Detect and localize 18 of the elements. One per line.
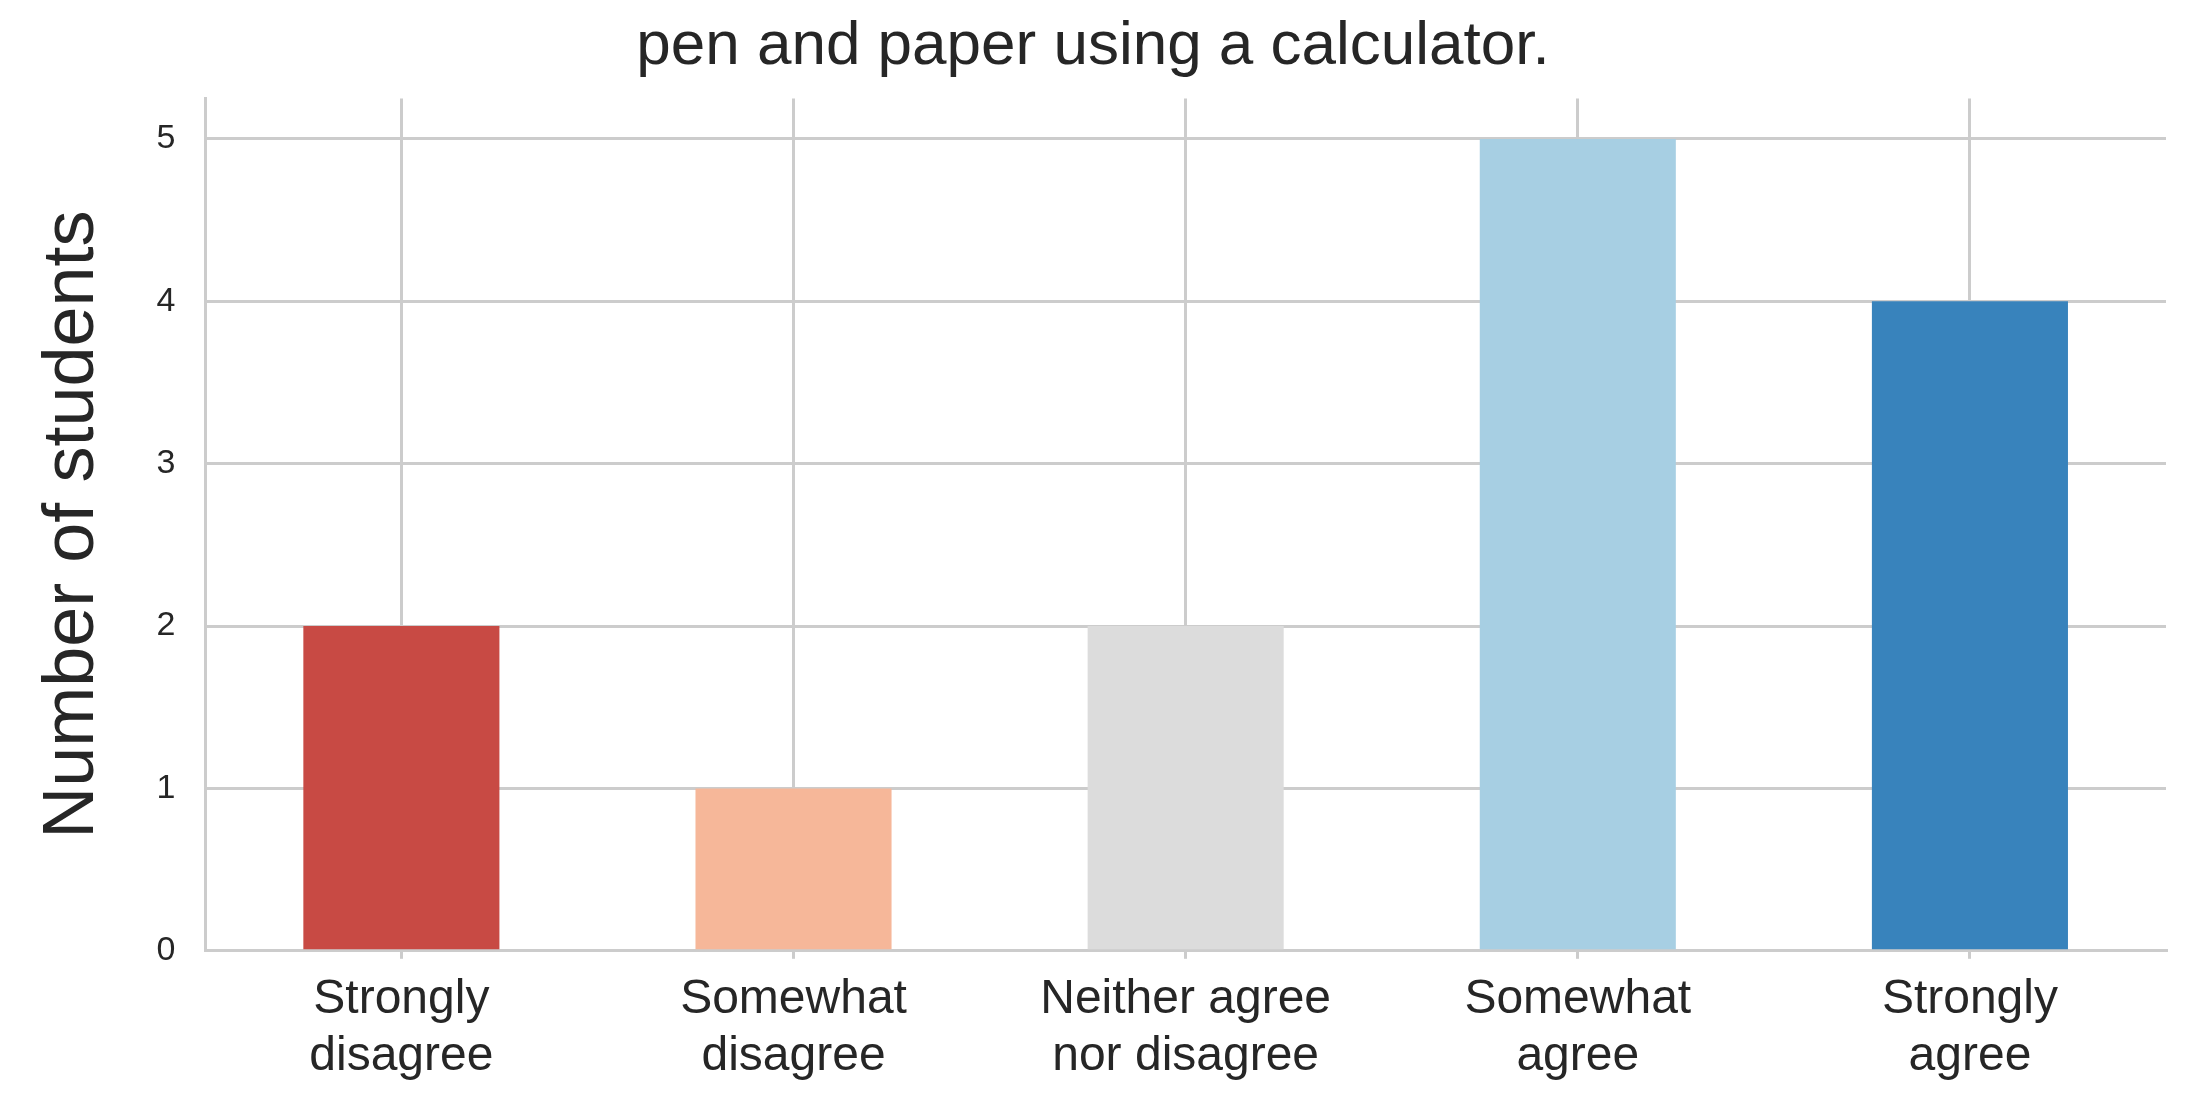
bar bbox=[1871, 301, 2068, 950]
chart-title: pen and paper using a calculator. bbox=[636, 8, 1550, 78]
bar bbox=[1479, 138, 1676, 950]
x-tick-label: Neither agree nor disagree bbox=[1040, 969, 1332, 1081]
x-tick-label: Strongly disagree bbox=[309, 969, 494, 1081]
x-tick-label: Somewhat disagree bbox=[680, 969, 907, 1081]
bar bbox=[303, 626, 500, 950]
x-tick-label: Strongly agree bbox=[1881, 969, 2058, 1081]
bar bbox=[695, 788, 892, 950]
y-tick-label: 2 bbox=[156, 604, 176, 643]
bar bbox=[1087, 626, 1284, 950]
y-axis-title: Number of students bbox=[28, 210, 109, 839]
y-tick-label: 5 bbox=[156, 117, 176, 156]
y-tick-label: 1 bbox=[156, 766, 176, 805]
y-tick-label: 3 bbox=[156, 442, 176, 481]
x-tick-label: Somewhat agree bbox=[1464, 969, 1692, 1081]
y-tick-label: 4 bbox=[156, 279, 176, 318]
y-tick-label: 0 bbox=[156, 929, 176, 968]
